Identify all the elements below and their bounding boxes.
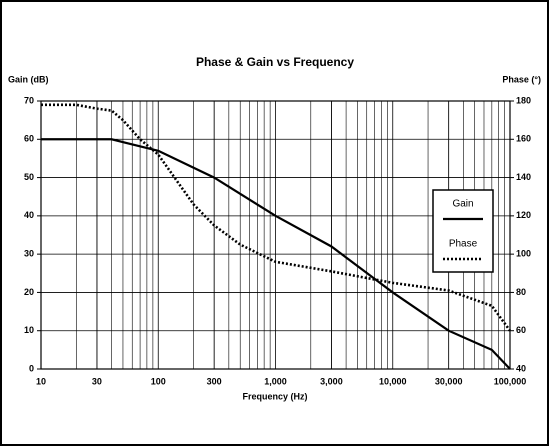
series-line [41, 138, 511, 370]
y-tick-label: 40 [24, 210, 34, 220]
y2-tick-label: 140 [516, 172, 531, 182]
y2-tick-label: 100 [516, 249, 531, 259]
chart-title: Phase & Gain vs Frequency [196, 55, 354, 69]
y-tick-label: 50 [24, 172, 34, 182]
plot-border [40, 100, 511, 370]
y-tick-label: 30 [24, 249, 34, 259]
x-axis-label: Frequency (Hz) [242, 391, 307, 401]
y2-tick-label: 160 [516, 134, 531, 144]
legend-label: Gain [452, 199, 473, 210]
x-tick-label: 10 [36, 376, 46, 386]
x-tick-label: 3,000 [320, 376, 343, 386]
x-tick-label: 10,000 [379, 376, 407, 386]
y-tick-label: 70 [24, 95, 34, 105]
y2-tick-label: 60 [516, 325, 526, 335]
legend-label: Phase [449, 239, 478, 250]
x-tick-label: 1,000 [264, 376, 287, 386]
series-line [41, 103, 512, 332]
y2-tick-label: 40 [516, 363, 526, 373]
y2-tick-label: 180 [516, 95, 531, 105]
y-tick-label: 20 [24, 287, 34, 297]
x-tick-label: 100 [151, 376, 166, 386]
x-tick-label: 30 [92, 376, 102, 386]
y-tick-label: 60 [24, 134, 34, 144]
x-tick-label: 100,000 [494, 376, 527, 386]
x-tick-label: 30,000 [435, 376, 463, 386]
y2-axis-label: Phase (°) [502, 74, 541, 84]
y2-tick-label: 80 [516, 287, 526, 297]
y-tick-label: 10 [24, 325, 34, 335]
y2-tick-label: 120 [516, 210, 531, 220]
x-tick-label: 300 [207, 376, 222, 386]
y-axis-label: Gain (dB) [8, 74, 49, 84]
y-tick-label: 0 [29, 363, 34, 373]
